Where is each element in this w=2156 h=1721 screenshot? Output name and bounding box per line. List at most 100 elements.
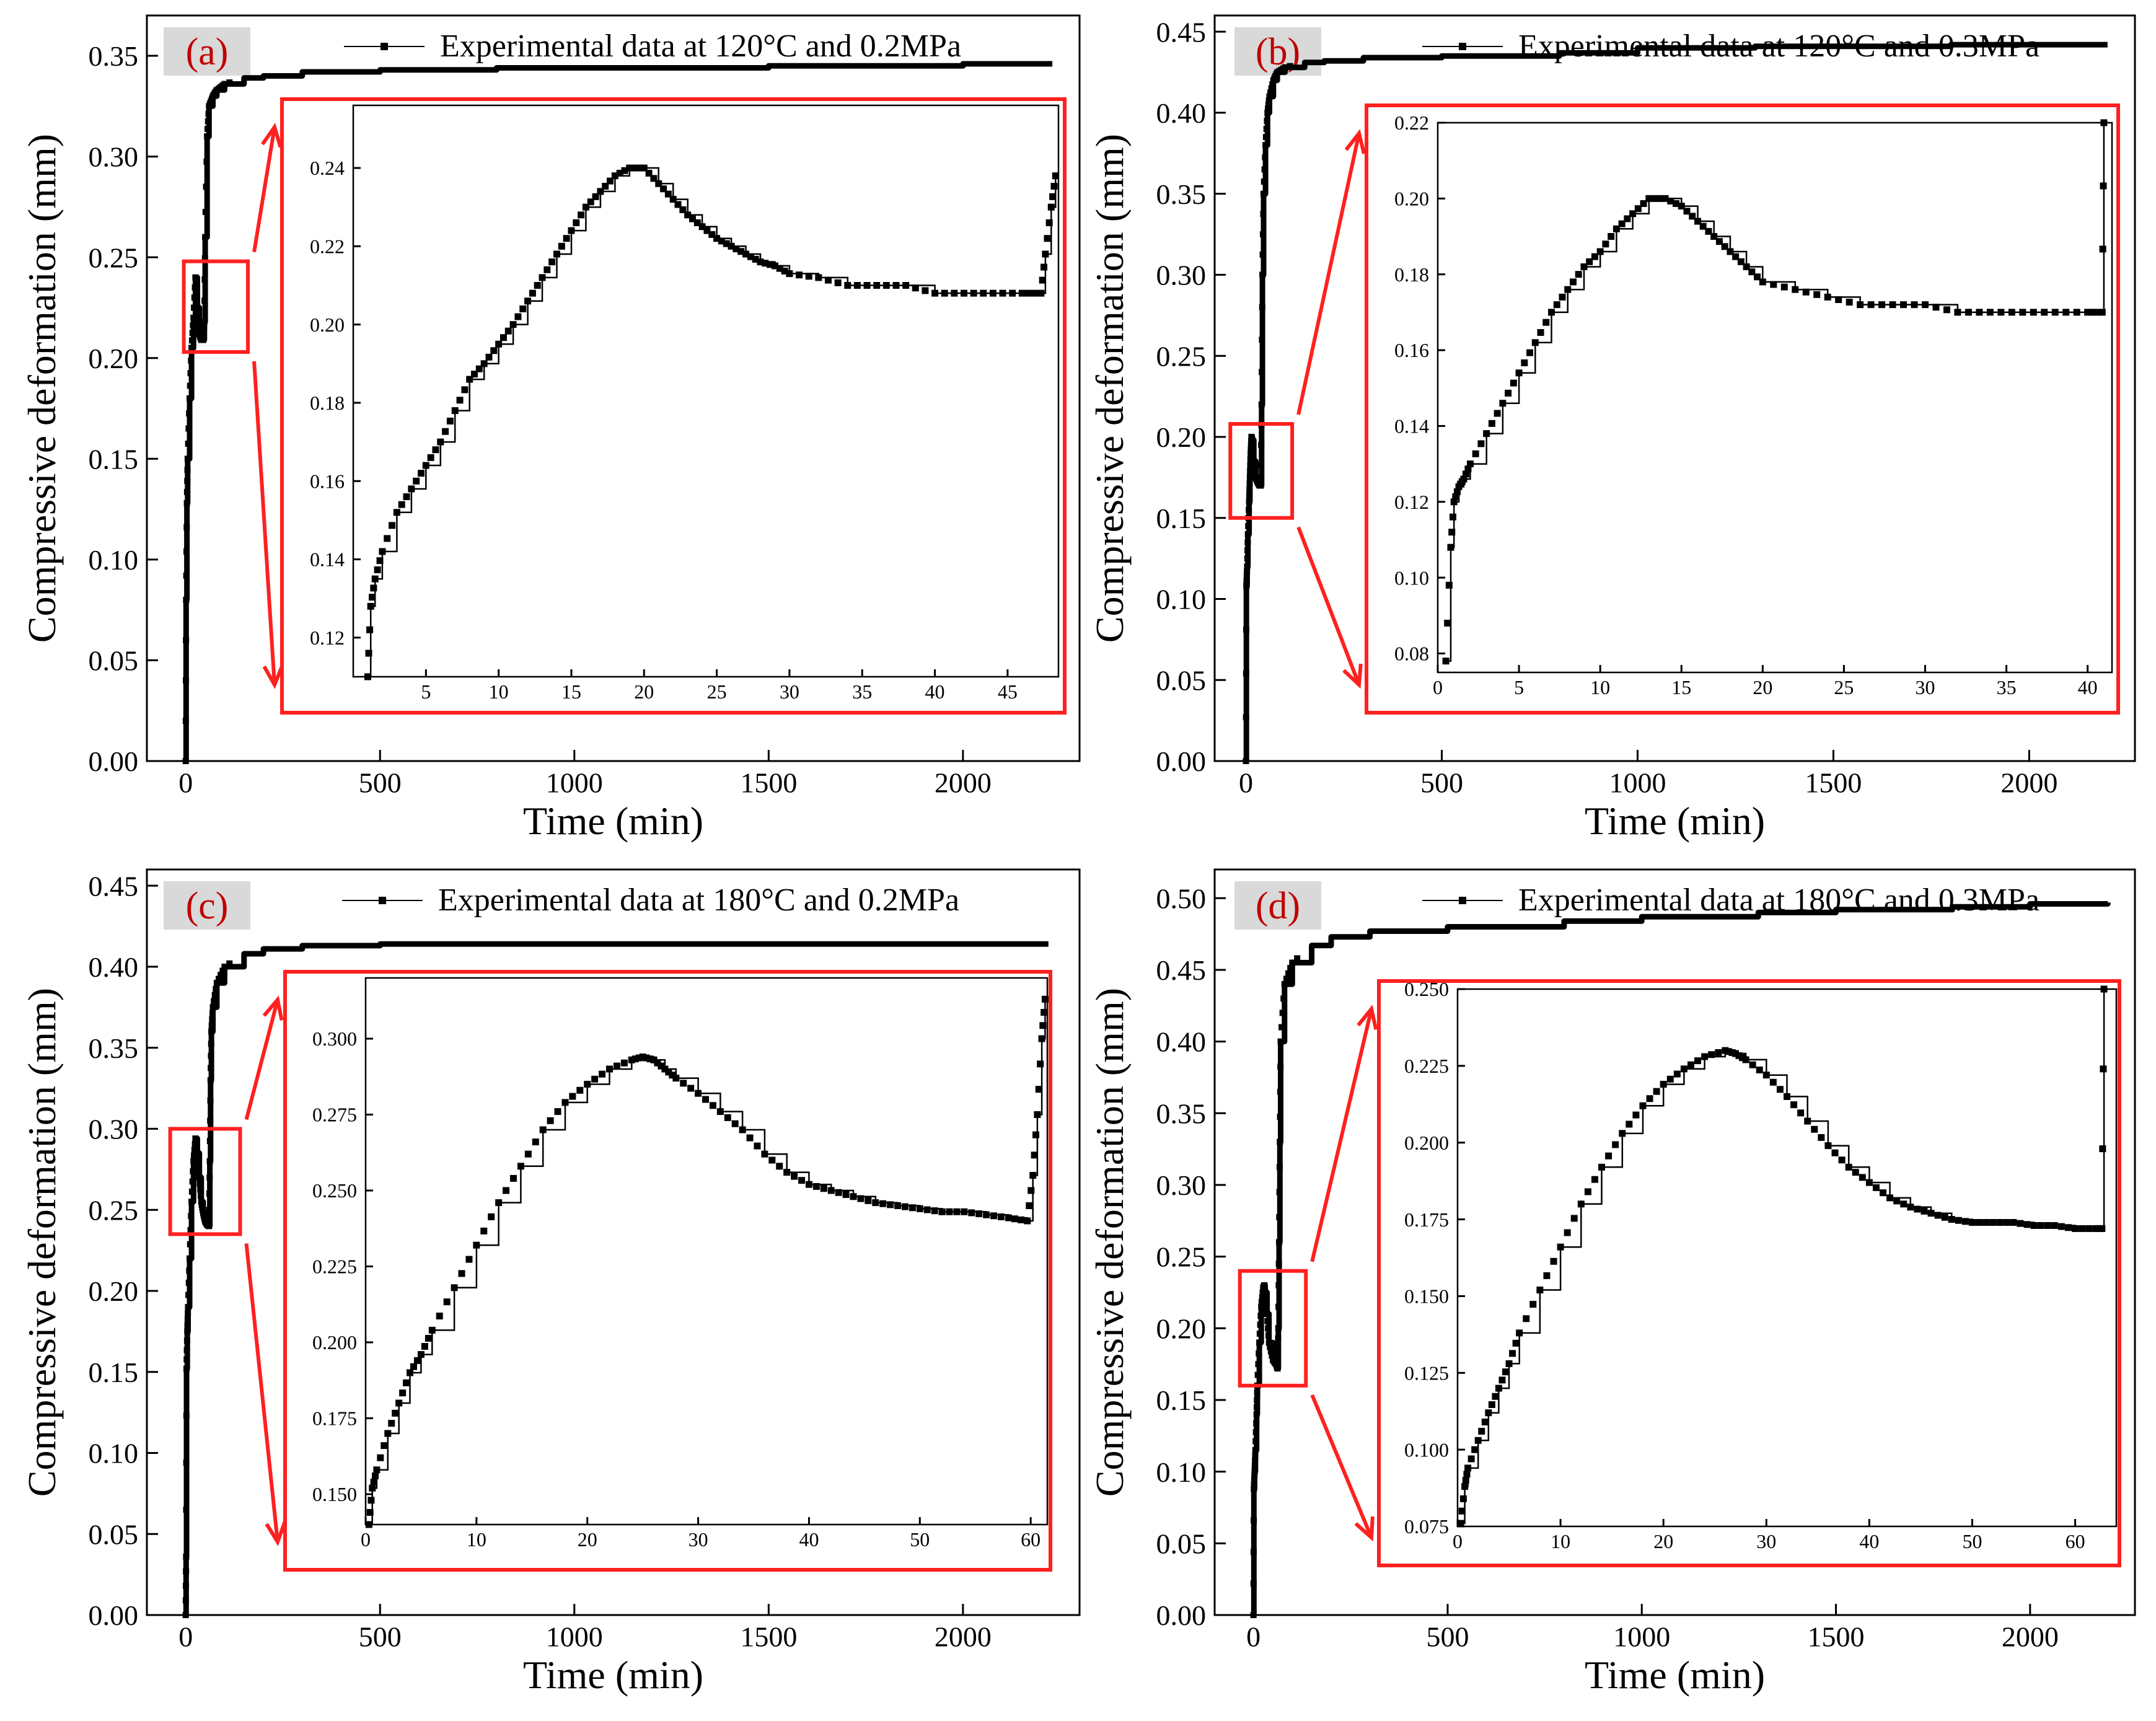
inset-series-point <box>1754 273 1761 281</box>
main-series-point <box>1258 1303 1265 1310</box>
inset-series-point <box>495 1199 503 1207</box>
inset-series-point <box>2023 1221 2031 1228</box>
inset-series-point <box>805 1181 812 1188</box>
main-series-point <box>1256 1350 1262 1357</box>
legend-text: Experimental data at 120°C and 0.2MPa <box>440 29 961 64</box>
inset-series-point <box>693 219 701 226</box>
inset-series-point <box>561 1099 569 1106</box>
inset-series-point <box>1982 1219 1990 1226</box>
inset-series-point <box>422 462 429 469</box>
inset-series-point <box>909 1204 916 1212</box>
inset-series-point <box>1042 250 1049 258</box>
inset-series-point <box>1602 240 1609 248</box>
main-series-point <box>203 183 209 190</box>
inset-series-point <box>529 289 536 297</box>
inset-series-point <box>669 1072 676 1079</box>
main-series-point <box>201 255 208 262</box>
inset-series-point <box>475 365 483 372</box>
inset-series-point <box>820 1185 827 1192</box>
y-axis-title: Compressive deformation (mm) <box>20 988 64 1497</box>
main-series-point <box>1287 965 1294 972</box>
inset-series-point <box>1640 200 1647 208</box>
zoom-arrow-head <box>1344 129 1366 154</box>
inset-series-point <box>980 289 987 297</box>
inset-series-point <box>1575 271 1582 278</box>
main-series-point <box>1244 555 1251 562</box>
inset-series-point <box>916 1205 923 1212</box>
inset-series-point <box>1914 1205 1921 1213</box>
main-series-point <box>1265 105 1272 112</box>
inset-series-point <box>961 1208 968 1215</box>
inset-series-point <box>975 1210 983 1218</box>
main-series-point <box>187 382 193 389</box>
main-series-point <box>213 980 220 987</box>
main-series-point <box>1263 1305 1270 1312</box>
main-series-point <box>195 1168 202 1175</box>
main-series-point <box>204 133 211 140</box>
inset-series-point <box>1687 1061 1694 1068</box>
y-tick-label: 0.175 <box>1404 1208 1449 1231</box>
inset-series-point <box>1728 1049 1736 1056</box>
inset-series-point <box>1742 1056 1749 1063</box>
main-series-point <box>1269 1352 1275 1359</box>
main-series-point <box>1258 442 1265 449</box>
inset-series-point <box>2057 1223 2065 1230</box>
y-tick-label: 0.24 <box>310 157 345 179</box>
y-tick-label: 0.150 <box>312 1483 357 1505</box>
inset-series-point <box>1047 203 1055 211</box>
inset-series-point <box>1605 1152 1613 1160</box>
main-series-point <box>1249 447 1256 454</box>
legend-marker <box>381 43 388 50</box>
main-series-point <box>188 337 195 344</box>
main-series-point <box>1276 1214 1283 1221</box>
inset-series-point <box>857 1195 865 1202</box>
y-tick-label: 0.15 <box>1156 1384 1207 1416</box>
inset-series-point <box>776 1163 783 1170</box>
y-tick-label: 0.50 <box>1156 883 1207 914</box>
inset-series-point <box>1550 1257 1557 1265</box>
y-tick-label: 0.12 <box>1394 491 1429 513</box>
main-series-point <box>1252 1446 1259 1453</box>
inset-series-point <box>1034 1111 1041 1118</box>
inset-series-point <box>1584 1188 1591 1195</box>
main-series-point <box>188 357 195 364</box>
inset-series-point <box>931 1207 938 1215</box>
inset-series-point <box>1941 1213 1948 1221</box>
inset-series-point <box>403 493 410 501</box>
y-tick-label: 0.20 <box>1394 188 1429 210</box>
main-series-point <box>183 1459 190 1466</box>
main-series-point <box>1254 1371 1261 1378</box>
inset-series-point <box>1756 1066 1763 1073</box>
main-series-point <box>1251 1463 1258 1469</box>
inset-series-point <box>776 265 783 272</box>
x-tick-label: 30 <box>1916 676 1935 698</box>
y-tick-label: 0.150 <box>1404 1285 1449 1308</box>
main-series-point <box>1250 1549 1257 1556</box>
inset-series-point <box>1900 1200 1907 1208</box>
inset-series-point <box>626 164 633 172</box>
inset-plot-frame <box>364 977 1049 1526</box>
inset-series-point <box>599 1070 606 1078</box>
inset-series-point <box>1559 293 1566 301</box>
main-series-point <box>1243 627 1250 633</box>
inset-series-point <box>446 417 454 425</box>
main-series-point <box>221 81 228 87</box>
main-series-point <box>1246 492 1252 499</box>
main-series-point <box>183 1365 190 1372</box>
inset-series-point <box>1477 440 1485 447</box>
inset-series-point <box>428 1326 436 1334</box>
y-tick-label: 0.12 <box>310 627 345 649</box>
inset-series-point <box>1464 1464 1472 1472</box>
main-series-point <box>1243 670 1249 677</box>
inset-series-point <box>2084 309 2092 316</box>
inset-series-point <box>1976 1219 1983 1226</box>
inset-series-point <box>1804 1117 1811 1125</box>
inset-series-point <box>548 258 556 266</box>
inset-series-point <box>1526 349 1534 356</box>
inset-series-point <box>365 1521 372 1528</box>
main-series-point <box>1262 1295 1269 1301</box>
inset-series-point <box>742 250 750 258</box>
main-series-point <box>186 1267 193 1274</box>
inset-series-point <box>655 180 662 187</box>
inset-series-point <box>999 289 1006 297</box>
